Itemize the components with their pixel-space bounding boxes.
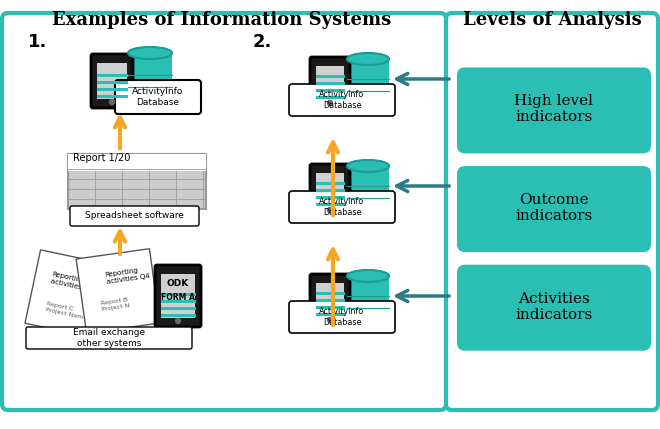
Text: 1.: 1. bbox=[28, 33, 48, 51]
FancyBboxPatch shape bbox=[289, 191, 395, 223]
Text: ActivityInfo
Database: ActivityInfo Database bbox=[319, 197, 364, 217]
Polygon shape bbox=[76, 249, 160, 333]
FancyBboxPatch shape bbox=[310, 274, 350, 326]
Text: ActivityInfo
Database: ActivityInfo Database bbox=[319, 90, 364, 110]
Text: FORM A: FORM A bbox=[161, 293, 195, 302]
Text: Report 1/20: Report 1/20 bbox=[73, 153, 131, 163]
FancyBboxPatch shape bbox=[289, 301, 395, 333]
Ellipse shape bbox=[347, 93, 389, 105]
Text: ActivityInfo
Database: ActivityInfo Database bbox=[132, 87, 183, 107]
Text: ODK: ODK bbox=[167, 278, 189, 287]
Text: Spreadsheet software: Spreadsheet software bbox=[84, 211, 183, 221]
Circle shape bbox=[327, 100, 333, 106]
Text: Email exchange
other systems: Email exchange other systems bbox=[73, 328, 145, 347]
Text: Levels of Analysis: Levels of Analysis bbox=[463, 11, 642, 29]
FancyBboxPatch shape bbox=[161, 274, 195, 318]
FancyBboxPatch shape bbox=[289, 84, 395, 116]
Ellipse shape bbox=[347, 270, 389, 282]
Circle shape bbox=[327, 208, 333, 212]
Ellipse shape bbox=[347, 270, 389, 282]
Polygon shape bbox=[25, 250, 111, 338]
Ellipse shape bbox=[347, 160, 389, 172]
FancyBboxPatch shape bbox=[70, 206, 199, 226]
FancyBboxPatch shape bbox=[347, 276, 389, 316]
FancyBboxPatch shape bbox=[446, 13, 658, 410]
FancyBboxPatch shape bbox=[68, 154, 206, 209]
Text: Report C
Project Nam: Report C Project Nam bbox=[45, 301, 84, 320]
Text: 2.: 2. bbox=[253, 33, 273, 51]
FancyBboxPatch shape bbox=[347, 59, 389, 99]
Ellipse shape bbox=[347, 200, 389, 212]
Text: Outcome
indicators: Outcome indicators bbox=[515, 193, 593, 223]
Text: ActivityInfo
Database: ActivityInfo Database bbox=[319, 307, 364, 327]
Ellipse shape bbox=[128, 89, 172, 101]
Circle shape bbox=[176, 318, 180, 323]
Text: Examples of Information Systems: Examples of Information Systems bbox=[52, 11, 391, 29]
FancyBboxPatch shape bbox=[26, 327, 192, 349]
FancyBboxPatch shape bbox=[68, 154, 206, 171]
FancyBboxPatch shape bbox=[457, 166, 651, 252]
FancyBboxPatch shape bbox=[316, 283, 344, 317]
Ellipse shape bbox=[347, 160, 389, 172]
Ellipse shape bbox=[347, 310, 389, 322]
FancyBboxPatch shape bbox=[91, 54, 133, 108]
Text: Report B
Project N: Report B Project N bbox=[100, 297, 129, 311]
Ellipse shape bbox=[347, 53, 389, 65]
FancyBboxPatch shape bbox=[347, 166, 389, 206]
Circle shape bbox=[327, 317, 333, 323]
Text: High level
indicators: High level indicators bbox=[515, 94, 593, 124]
Text: Reporting
activities Q4: Reporting activities Q4 bbox=[105, 266, 150, 285]
FancyBboxPatch shape bbox=[128, 53, 172, 95]
Ellipse shape bbox=[347, 53, 389, 65]
FancyBboxPatch shape bbox=[457, 67, 651, 154]
Circle shape bbox=[110, 100, 114, 105]
FancyBboxPatch shape bbox=[2, 13, 446, 410]
FancyBboxPatch shape bbox=[155, 265, 201, 327]
Ellipse shape bbox=[128, 47, 172, 59]
FancyBboxPatch shape bbox=[316, 173, 344, 207]
FancyBboxPatch shape bbox=[310, 57, 350, 109]
Text: Reporting
activities Q3: Reporting activities Q3 bbox=[50, 271, 96, 293]
Ellipse shape bbox=[128, 47, 172, 59]
FancyBboxPatch shape bbox=[115, 80, 201, 114]
FancyBboxPatch shape bbox=[316, 66, 344, 100]
Text: Activities
indicators: Activities indicators bbox=[515, 292, 593, 322]
FancyBboxPatch shape bbox=[310, 164, 350, 216]
FancyBboxPatch shape bbox=[97, 63, 127, 99]
FancyBboxPatch shape bbox=[457, 265, 651, 351]
